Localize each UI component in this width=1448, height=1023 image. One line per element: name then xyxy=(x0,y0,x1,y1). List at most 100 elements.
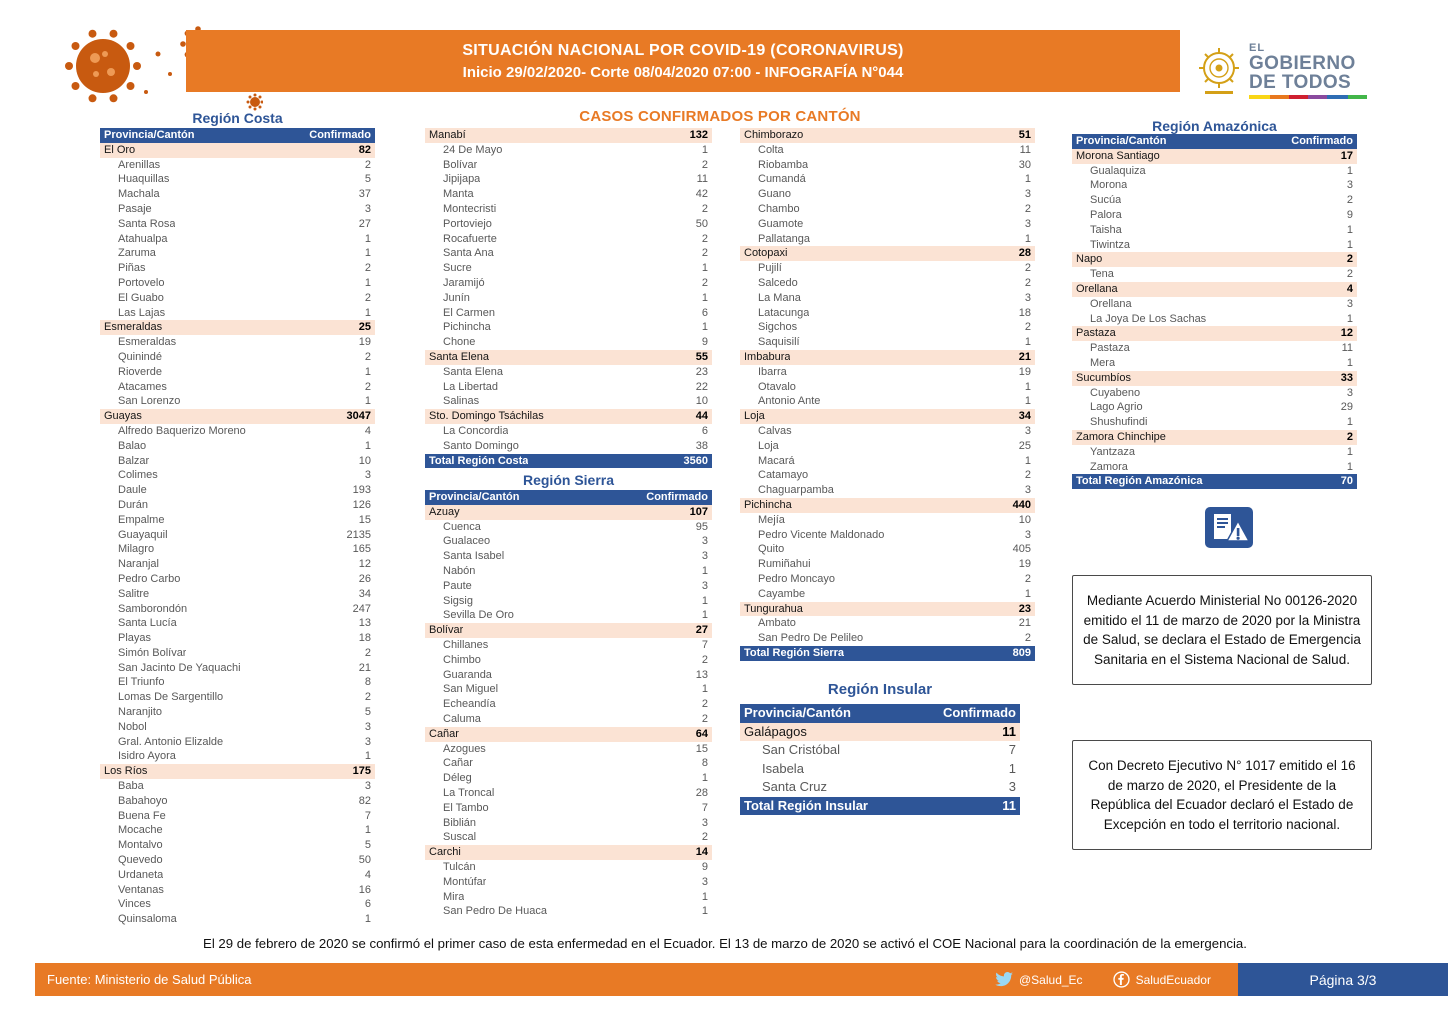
canton-confirmed: 3 xyxy=(701,875,708,888)
canton-row: San Jacinto De Yaquachi 21 xyxy=(100,661,375,676)
province-name: Cañar xyxy=(429,727,459,740)
canton-name: Sucúa xyxy=(1090,194,1122,207)
province-row: Bolívar 27 xyxy=(425,623,712,638)
canton-row: Quinsaloma 1 xyxy=(100,912,375,927)
province-row: Cotopaxi 28 xyxy=(740,246,1035,262)
canton-name: Gualaceo xyxy=(443,535,491,548)
canton-row: Cañar 8 xyxy=(425,756,712,771)
facebook-link[interactable]: SaludEcuador xyxy=(1112,971,1211,988)
costa-table-col2: Manabí 132 24 De Mayo 1 Bolívar 2 Jipijapa 11 Ma… xyxy=(425,128,712,469)
canton-row: Pasaje 3 xyxy=(100,202,375,217)
canton-row: Santa Rosa 27 xyxy=(100,217,375,232)
canton-name: El Triunfo xyxy=(118,676,165,689)
canton-name: Buena Fe xyxy=(118,809,166,822)
canton-row: Suscal 2 xyxy=(425,830,712,845)
total-value: 3560 xyxy=(683,454,708,467)
canton-confirmed: 2 xyxy=(1346,194,1353,207)
canton-confirmed: 2 xyxy=(364,350,371,363)
canton-name: Atacames xyxy=(118,380,167,393)
canton-name: Salitre xyxy=(118,587,150,600)
canton-row: El Carmen 6 xyxy=(425,306,712,321)
twitter-link[interactable]: @Salud_Ec xyxy=(995,972,1083,987)
canton-name: Nobol xyxy=(118,720,147,733)
canton-name: Yantzaza xyxy=(1090,445,1136,458)
canton-row: Loja 25 xyxy=(740,439,1035,454)
province-name: Los Ríos xyxy=(104,765,148,778)
canton-confirmed: 1 xyxy=(1346,238,1353,251)
canton-confirmed: 21 xyxy=(358,661,371,674)
canton-confirmed: 2 xyxy=(701,158,708,171)
canton-name: San Miguel xyxy=(443,683,499,696)
canton-row: Sigchos 2 xyxy=(740,320,1035,335)
canton-name: Naranjito xyxy=(118,706,163,719)
canton-row: Taisha 1 xyxy=(1072,223,1357,238)
canton-row: Jipijapa 11 xyxy=(425,172,712,187)
canton-confirmed: 2 xyxy=(1346,268,1353,281)
header-title: SITUACIÓN NACIONAL POR COVID-19 (CORONAV… xyxy=(462,41,904,59)
canton-name: Ventanas xyxy=(118,883,164,896)
province-confirmed: 3047 xyxy=(346,410,371,423)
canton-name: Piñas xyxy=(118,262,146,275)
canton-confirmed: 1 xyxy=(701,772,708,785)
canton-row: Déleg 1 xyxy=(425,771,712,786)
canton-row: San Lorenzo 1 xyxy=(100,394,375,409)
canton-confirmed: 3 xyxy=(1024,291,1031,304)
canton-confirmed: 1 xyxy=(701,609,708,622)
canton-row: Santa Cruz 3 xyxy=(740,778,1020,797)
canton-name: Portovelo xyxy=(118,276,165,289)
canton-confirmed: 193 xyxy=(352,484,371,497)
canton-confirmed: 7 xyxy=(364,809,371,822)
canton-row: Montecristi 2 xyxy=(425,202,712,217)
canton-row: Alfredo Baquerizo Moreno 4 xyxy=(100,424,375,439)
executive-decree-note: Con Decreto Ejecutivo N° 1017 emitido el… xyxy=(1072,740,1372,851)
canton-row: Cuyabeno 3 xyxy=(1072,386,1357,401)
province-name: Orellana xyxy=(1076,282,1118,295)
canton-confirmed: 1 xyxy=(364,395,371,408)
province-row: Cañar 64 xyxy=(425,726,712,742)
canton-row: Montalvo 5 xyxy=(100,838,375,853)
canton-name: Arenillas xyxy=(118,158,161,171)
canton-name: Pichincha xyxy=(443,321,491,334)
canton-row: Piñas 2 xyxy=(100,261,375,276)
gobierno-logo: EL GOBIERNO DE TODOS xyxy=(1197,32,1393,110)
logo-de-todos: DE TODOS xyxy=(1249,72,1352,94)
canton-row: Santa Lucía 13 xyxy=(100,616,375,631)
canton-row: Balzar 10 xyxy=(100,454,375,469)
canton-name: Sevilla De Oro xyxy=(443,609,514,622)
canton-confirmed: 2 xyxy=(1024,262,1031,275)
province-confirmed: 2 xyxy=(1346,253,1353,266)
canton-name: Sucre xyxy=(443,262,472,275)
column-header-confirmed: Confirmado xyxy=(646,491,708,503)
canton-row: Chambo 2 xyxy=(740,202,1035,217)
canton-confirmed: 29 xyxy=(1340,401,1353,414)
canton-confirmed: 3 xyxy=(364,735,371,748)
canton-row: Chimbo 2 xyxy=(425,653,712,668)
canton-row: Pastaza 11 xyxy=(1072,341,1357,356)
canton-name: Guamote xyxy=(758,217,804,230)
canton-confirmed: 6 xyxy=(364,898,371,911)
canton-name: Saquisilí xyxy=(758,336,800,349)
province-confirmed: 44 xyxy=(695,410,708,423)
canton-confirmed: 37 xyxy=(358,188,371,201)
province-row: El Oro 82 xyxy=(100,142,375,158)
canton-row: Nabón 1 xyxy=(425,564,712,579)
canton-confirmed: 34 xyxy=(358,587,371,600)
region-sierra-title: Región Sierra xyxy=(522,472,615,488)
canton-row: Guano 3 xyxy=(740,187,1035,202)
canton-name: Daule xyxy=(118,484,147,497)
canton-name: Mejía xyxy=(758,513,785,526)
logo-stripe xyxy=(1249,95,1367,100)
province-name: Sucumbíos xyxy=(1076,371,1132,384)
canton-confirmed: 3 xyxy=(1024,188,1031,201)
column-header-confirmed: Confirmado xyxy=(1291,135,1353,147)
province-confirmed: 28 xyxy=(1018,247,1031,260)
canton-name: Santa Cruz xyxy=(762,779,828,794)
header-banner: SITUACIÓN NACIONAL POR COVID-19 (CORONAV… xyxy=(186,30,1180,92)
column-header-province: Provincia/Cantón xyxy=(104,129,195,141)
canton-name: Cañar xyxy=(443,757,473,770)
canton-row: Pedro Moncayo 2 xyxy=(740,572,1035,587)
canton-confirmed: 3 xyxy=(1346,179,1353,192)
canton-confirmed: 11 xyxy=(1019,143,1031,156)
canton-confirmed: 3 xyxy=(1024,217,1031,230)
canton-name: Vinces xyxy=(118,898,151,911)
